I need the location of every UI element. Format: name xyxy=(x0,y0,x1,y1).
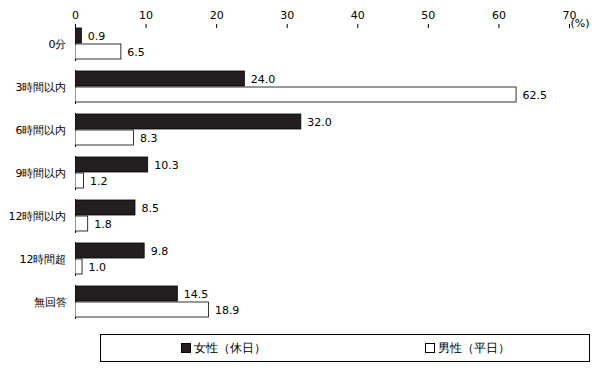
svg-text:20: 20 xyxy=(210,9,224,22)
svg-text:30: 30 xyxy=(280,9,294,22)
html-text:男性（平日）: 男性（平日） xyxy=(437,340,510,355)
svg-text:8.3: 8.3 xyxy=(140,132,158,145)
svg-text:60: 60 xyxy=(492,9,506,22)
svg-text:6時間以内: 6時間以内 xyxy=(16,124,67,137)
svg-text:24.0: 24.0 xyxy=(251,73,276,86)
svg-text:8.5: 8.5 xyxy=(141,202,159,215)
svg-text:9時間以内: 9時間以内 xyxy=(16,167,67,180)
svg-text:32.0: 32.0 xyxy=(307,116,332,129)
svg-text:1.0: 1.0 xyxy=(89,261,107,274)
html-text:女性（休日）: 女性（休日） xyxy=(193,340,266,355)
svg-text:10: 10 xyxy=(139,9,153,22)
svg-text:10.3: 10.3 xyxy=(154,159,179,172)
svg-text:1.2: 1.2 xyxy=(90,175,108,188)
svg-text:12時間超: 12時間超 xyxy=(20,253,67,266)
svg-text:40: 40 xyxy=(351,9,365,22)
svg-text:0.9: 0.9 xyxy=(88,30,106,43)
svg-text:0: 0 xyxy=(72,9,79,22)
svg-text:0分: 0分 xyxy=(49,38,67,51)
svg-text:3時間以内: 3時間以内 xyxy=(16,81,67,94)
svg-text:9.8: 9.8 xyxy=(151,245,169,258)
svg-text:12時間以内: 12時間以内 xyxy=(9,210,67,223)
svg-text:70: 70 xyxy=(562,8,577,22)
svg-text:18.9: 18.9 xyxy=(215,304,240,317)
svg-text:無回答: 無回答 xyxy=(34,296,67,309)
svg-text:(%): (%) xyxy=(570,17,589,30)
svg-text:50: 50 xyxy=(421,9,435,22)
svg-text:14.5: 14.5 xyxy=(184,288,209,301)
svg-text:62.5: 62.5 xyxy=(523,89,548,102)
svg-text:1.8: 1.8 xyxy=(94,218,112,231)
svg-text:6.5: 6.5 xyxy=(127,46,145,59)
